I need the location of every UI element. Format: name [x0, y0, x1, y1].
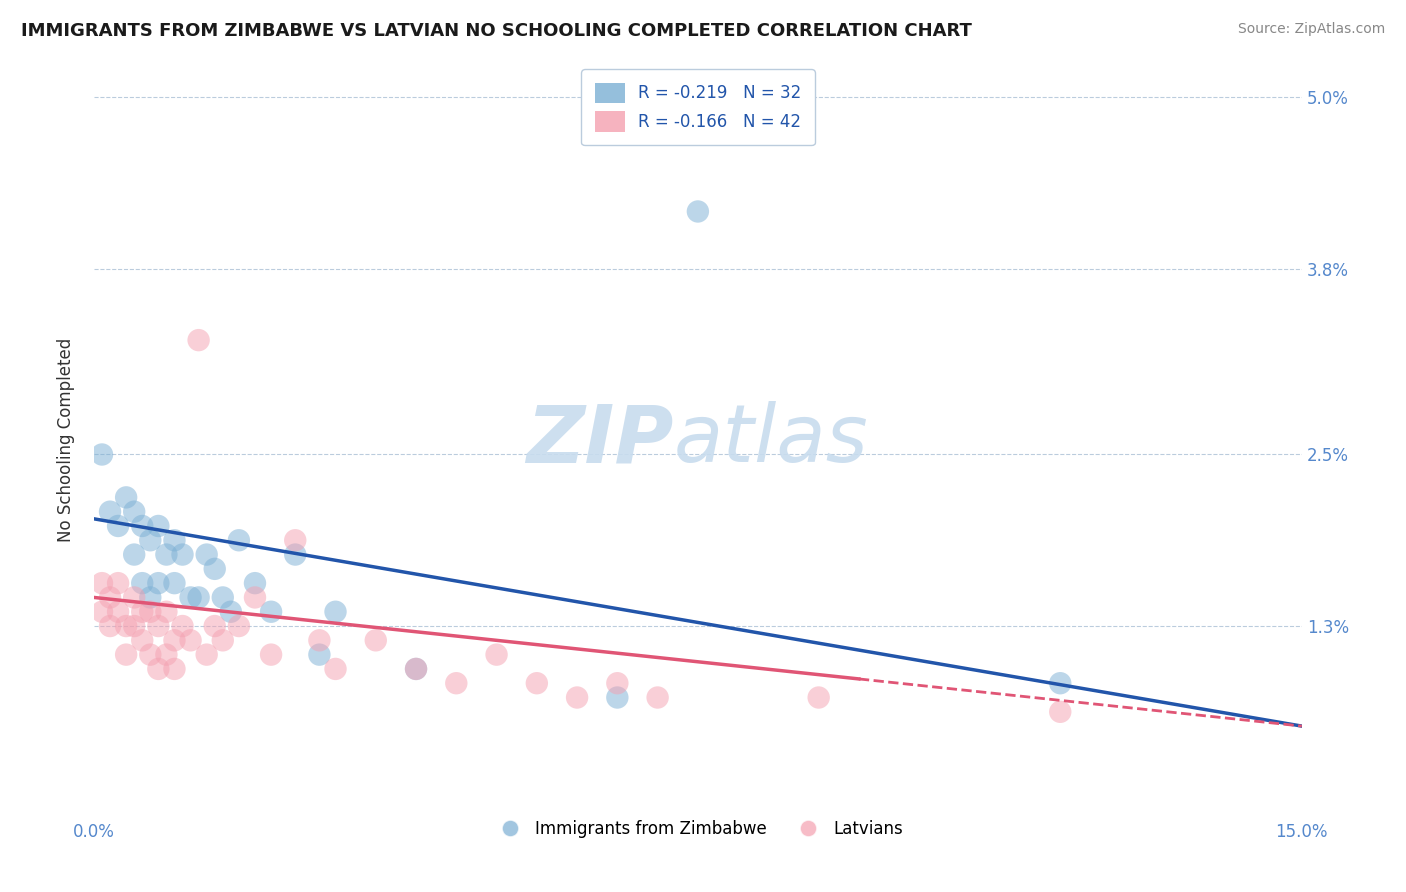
Point [148, 519, 170, 533]
Text: ZIP: ZIP [526, 401, 673, 479]
Point [155, 548, 177, 562]
Point [98, 505, 121, 519]
Point [180, 591, 202, 605]
Point [686, 204, 709, 219]
Point [155, 605, 177, 619]
Text: Source: ZipAtlas.com: Source: ZipAtlas.com [1237, 22, 1385, 37]
Point [131, 633, 153, 648]
Point [139, 533, 162, 548]
Point [325, 662, 347, 676]
Point [131, 519, 153, 533]
Point [122, 619, 145, 633]
Point [91, 605, 114, 619]
Point [195, 648, 218, 662]
Point [107, 576, 129, 591]
Point [647, 690, 669, 705]
Point [807, 690, 830, 705]
Point [115, 648, 138, 662]
Point [325, 605, 347, 619]
Point [163, 533, 186, 548]
Point [187, 591, 209, 605]
Point [243, 591, 266, 605]
Point [526, 676, 548, 690]
Point [219, 605, 242, 619]
Point [204, 562, 226, 576]
Point [405, 662, 427, 676]
Text: atlas: atlas [673, 401, 869, 479]
Point [1049, 676, 1071, 690]
Point [308, 648, 330, 662]
Point [284, 548, 307, 562]
Point [131, 605, 153, 619]
Point [148, 662, 170, 676]
Point [91, 448, 114, 462]
Point [115, 619, 138, 633]
Point [172, 548, 194, 562]
Point [122, 548, 145, 562]
Point [405, 662, 427, 676]
Point [260, 605, 283, 619]
Point [115, 491, 138, 505]
Point [107, 519, 129, 533]
Point [228, 533, 250, 548]
Point [148, 619, 170, 633]
Point [1049, 705, 1071, 719]
Point [122, 505, 145, 519]
Point [163, 576, 186, 591]
Point [243, 576, 266, 591]
Point [122, 591, 145, 605]
Point [565, 690, 588, 705]
Point [606, 676, 628, 690]
Point [180, 633, 202, 648]
Point [98, 591, 121, 605]
Point [148, 576, 170, 591]
Point [228, 619, 250, 633]
Point [485, 648, 508, 662]
Point [107, 605, 129, 619]
Point [308, 633, 330, 648]
Legend: Immigrants from Zimbabwe, Latvians: Immigrants from Zimbabwe, Latvians [486, 814, 910, 845]
Text: IMMIGRANTS FROM ZIMBABWE VS LATVIAN NO SCHOOLING COMPLETED CORRELATION CHART: IMMIGRANTS FROM ZIMBABWE VS LATVIAN NO S… [21, 22, 972, 40]
Point [131, 576, 153, 591]
Point [163, 662, 186, 676]
Point [139, 591, 162, 605]
Point [195, 548, 218, 562]
Point [211, 633, 233, 648]
Point [91, 576, 114, 591]
Point [364, 633, 387, 648]
Point [446, 676, 468, 690]
Point [284, 533, 307, 548]
Point [172, 619, 194, 633]
Point [204, 619, 226, 633]
Point [187, 333, 209, 347]
Point [260, 648, 283, 662]
Point [606, 690, 628, 705]
Point [139, 605, 162, 619]
Point [155, 648, 177, 662]
Point [98, 619, 121, 633]
Point [211, 591, 233, 605]
Point [163, 633, 186, 648]
Y-axis label: No Schooling Completed: No Schooling Completed [58, 338, 75, 542]
Point [139, 648, 162, 662]
